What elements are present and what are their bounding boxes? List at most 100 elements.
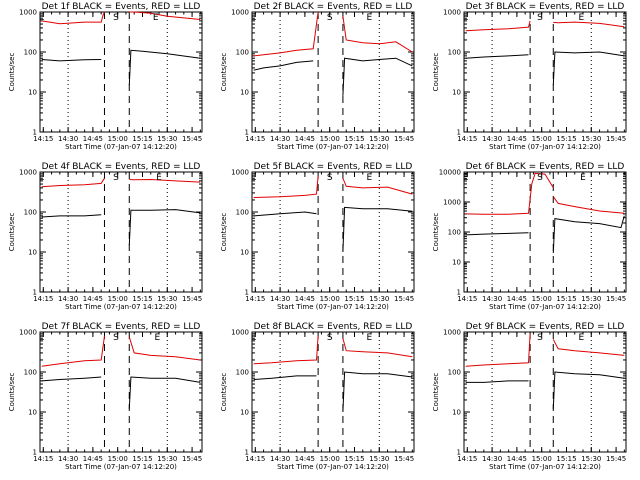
- event-marker-label: S: [327, 333, 333, 343]
- y-tick-label: 1000: [443, 329, 461, 337]
- y-tick-label: 100: [236, 209, 249, 217]
- events-series-line: [465, 54, 529, 59]
- y-tick-label: 1000: [19, 329, 37, 337]
- x-tick-label: 14:45: [83, 295, 103, 303]
- event-marker-label: E: [39, 333, 45, 343]
- x-axis-label: Start Time (07-Jan-07 14:12:20): [65, 463, 177, 471]
- events-series-line: [342, 371, 413, 413]
- x-tick-label: 14:45: [295, 295, 315, 303]
- plot-frame: [463, 171, 627, 293]
- x-axis-label: Start Time (07-Jan-07 14:12:20): [65, 143, 177, 151]
- event-marker-label: S: [537, 173, 543, 183]
- x-tick-label: 15:00: [532, 135, 552, 143]
- x-tick-label: 15:45: [606, 295, 626, 303]
- x-tick-label: 14:45: [507, 295, 527, 303]
- chart-panel: Det 2f BLACK = Events, RED = LLD 1 10 100 10…: [220, 2, 415, 151]
- y-tick-label: 100: [236, 369, 249, 377]
- events-series-line: [342, 206, 413, 253]
- lld-series-line: [129, 178, 201, 183]
- y-tick-label: 1: [457, 289, 461, 297]
- event-marker-label: E: [463, 173, 469, 183]
- x-axis-label: Start Time (07-Jan-07 14:12:20): [277, 463, 389, 471]
- y-tick-label: 1: [245, 129, 249, 137]
- lld-series-line: [552, 339, 625, 356]
- plot-frame: [39, 331, 203, 453]
- event-marker-label: S: [113, 333, 119, 343]
- event-marker-label: E: [367, 173, 373, 183]
- event-marker-label: E: [39, 173, 45, 183]
- x-tick-label: 15:15: [132, 455, 152, 463]
- x-tick-label: 15:15: [556, 295, 576, 303]
- x-tick-label: 14:45: [295, 135, 315, 143]
- chart-panel: Det 8f BLACK = Events, RED = LLD 1 10 100 10…: [220, 322, 415, 471]
- y-tick-label: 10: [452, 259, 461, 267]
- y-tick-label: 1000: [443, 9, 461, 17]
- event-marker-label: E: [251, 173, 257, 183]
- y-tick-label: 1000: [19, 9, 37, 17]
- x-axis-label: Start Time (07-Jan-07 14:12:20): [489, 303, 601, 311]
- x-tick-label: 15:30: [157, 295, 177, 303]
- plot-frame: [39, 171, 203, 293]
- y-tick-label: 1: [33, 289, 37, 297]
- lld-series-line: [553, 21, 625, 28]
- x-tick-label: 14:45: [83, 455, 103, 463]
- x-tick-label: 15:30: [581, 135, 601, 143]
- x-tick-label: 15:30: [369, 455, 389, 463]
- x-tick-label: 14:15: [33, 295, 53, 303]
- y-axis-label: Counts/sec: [220, 373, 228, 412]
- event-marker-label: S: [327, 13, 333, 23]
- y-tick-label: 1: [245, 289, 249, 297]
- event-marker-label: S: [537, 13, 543, 23]
- y-axis-label: Counts/sec: [8, 53, 16, 92]
- x-axis-label: Start Time (07-Jan-07 14:12:20): [277, 143, 389, 151]
- x-tick-label: 14:15: [245, 455, 265, 463]
- x-tick-label: 14:45: [507, 135, 527, 143]
- event-marker-label: E: [579, 13, 585, 23]
- event-marker-label: E: [367, 333, 373, 343]
- x-tick-label: 15:45: [606, 135, 626, 143]
- event-marker-label: E: [367, 13, 373, 23]
- x-tick-label: 14:30: [482, 135, 502, 143]
- x-tick-label: 15:45: [182, 455, 202, 463]
- chart-title: Det 7f BLACK = Events, RED = LLD: [42, 322, 201, 332]
- y-tick-label: 10: [452, 409, 461, 417]
- chart-panel: Det 4f BLACK = Events, RED = LLD 1 10 100 10…: [8, 162, 203, 311]
- x-tick-label: 15:15: [556, 455, 576, 463]
- y-tick-label: 10: [28, 409, 37, 417]
- x-tick-label: 14:15: [457, 295, 477, 303]
- y-tick-label: 100: [236, 49, 249, 57]
- x-tick-label: 15:00: [108, 135, 128, 143]
- y-tick-label: 1000: [231, 9, 249, 17]
- lld-series-line: [253, 175, 319, 198]
- y-axis-label: Counts/sec: [220, 213, 228, 252]
- chart-panel: Det 7f BLACK = Events, RED = LLD 1 10 100 10…: [8, 322, 203, 471]
- x-tick-label: 15:30: [369, 295, 389, 303]
- chart-panel: Det 5f BLACK = Events, RED = LLD 1 10 100 10…: [220, 162, 415, 311]
- x-tick-label: 15:30: [581, 295, 601, 303]
- event-marker-label: E: [153, 13, 159, 23]
- x-tick-label: 14:30: [482, 455, 502, 463]
- y-tick-label: 10000: [439, 169, 461, 177]
- y-tick-label: 100: [448, 49, 461, 57]
- x-tick-label: 15:15: [344, 455, 364, 463]
- lld-series-line: [342, 338, 413, 358]
- lld-series-line: [41, 177, 105, 188]
- x-tick-label: 15:15: [132, 135, 152, 143]
- events-series-line: [128, 376, 201, 409]
- x-tick-label: 14:15: [245, 135, 265, 143]
- x-tick-label: 15:30: [157, 135, 177, 143]
- y-tick-label: 1: [457, 449, 461, 457]
- chart-title: Det 5f BLACK = Events, RED = LLD: [254, 162, 413, 172]
- events-series-line: [253, 375, 317, 380]
- y-tick-label: 1000: [231, 329, 249, 337]
- x-tick-label: 14:15: [457, 455, 477, 463]
- event-marker-label: S: [327, 173, 333, 183]
- chart-title: Det 6f BLACK = Events, RED = LLD: [466, 162, 625, 172]
- event-marker-label: E: [463, 333, 469, 343]
- chart-title: Det 1f BLACK = Events, RED = LLD: [42, 2, 201, 12]
- y-tick-label: 10: [28, 89, 37, 97]
- x-tick-label: 15:45: [606, 455, 626, 463]
- events-series-line: [342, 57, 413, 96]
- x-tick-label: 15:15: [556, 135, 576, 143]
- event-marker-label: E: [39, 13, 45, 23]
